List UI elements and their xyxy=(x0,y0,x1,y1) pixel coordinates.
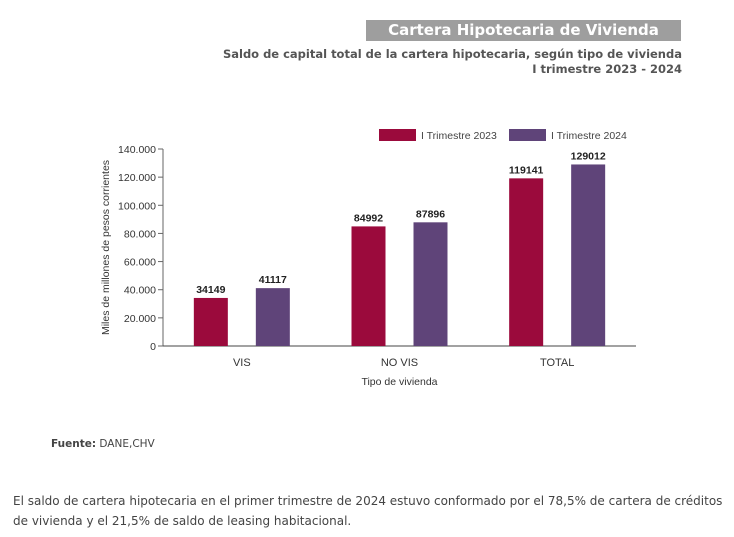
y-tick-label: 0 xyxy=(150,341,156,353)
bar xyxy=(571,164,606,346)
bar-chart: 0 20.000 40.000 60.000 80.000 100.000 120.000 1… xyxy=(100,129,636,388)
y-tick-label: 60.000 xyxy=(124,257,156,269)
x-axis-title: Tipo de vivienda xyxy=(361,376,437,388)
source-label: Fuente: xyxy=(51,438,97,450)
data-label: 119141 xyxy=(509,164,544,176)
y-tick-label: 40.000 xyxy=(124,285,156,297)
bar xyxy=(351,226,386,346)
chart-subtitle: Saldo de capital total de la cartera hip… xyxy=(223,47,682,77)
chart-title-banner: Cartera Hipotecaria de Vivienda (CHV) xyxy=(366,20,681,60)
bar xyxy=(255,288,290,346)
x-tick-label: TOTAL xyxy=(540,357,574,369)
y-tick-label: 80.000 xyxy=(124,228,156,240)
legend-label: I Trimestre 2023 xyxy=(421,130,497,142)
y-tick-label: 20.000 xyxy=(124,313,156,325)
data-label: 41117 xyxy=(259,274,287,286)
data-label: 87896 xyxy=(416,208,445,220)
bar xyxy=(413,222,448,346)
legend-label: I Trimestre 2024 xyxy=(551,130,627,142)
y-tick-label: 100.000 xyxy=(118,200,156,212)
legend-swatch xyxy=(379,129,416,141)
footnote-paragraph: El saldo de cartera hipotecaria en el pr… xyxy=(13,494,723,528)
y-axis-title: Miles de millones de pesos corrientes xyxy=(100,160,112,335)
subtitle-line-1: Saldo de capital total de la cartera hip… xyxy=(222,47,682,61)
y-tick-label: 120.000 xyxy=(118,172,156,184)
subtitle-line-2: I trimestre 2023 - 2024 xyxy=(532,62,682,76)
y-tick-label: 140.000 xyxy=(118,144,156,156)
source-note: Fuente: DANE,CHV xyxy=(51,438,155,450)
source-value: DANE,CHV xyxy=(99,438,155,450)
x-tick-label: NO VIS xyxy=(381,357,418,369)
x-tick-label: VIS xyxy=(233,357,251,369)
chart-title: Cartera Hipotecaria de Vivienda (CHV) xyxy=(388,21,659,60)
data-label: 129012 xyxy=(571,150,606,162)
legend-swatch xyxy=(509,129,546,141)
bar xyxy=(193,297,228,346)
bar xyxy=(509,178,544,346)
data-label: 34149 xyxy=(196,284,225,296)
data-label: 84992 xyxy=(354,212,383,224)
